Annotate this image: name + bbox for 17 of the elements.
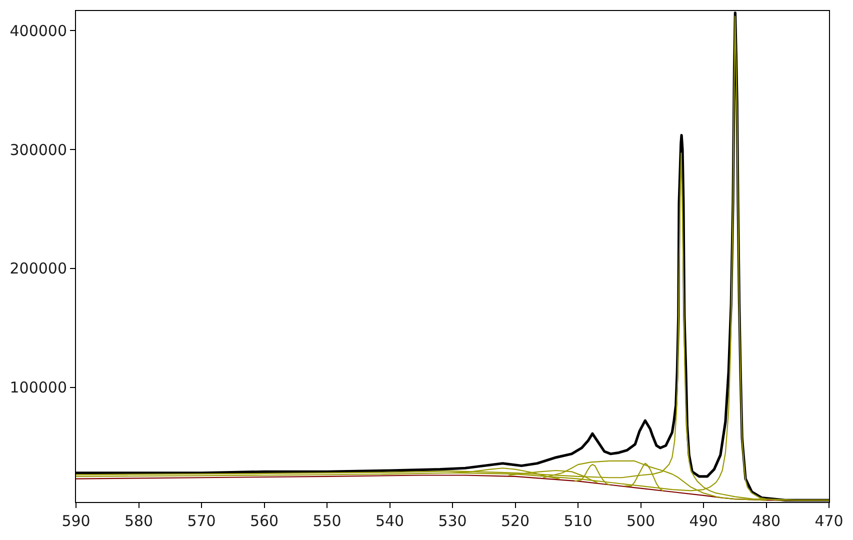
x-tick-label: 470	[814, 512, 844, 530]
x-tick-label: 580	[124, 512, 154, 530]
x-tick-label: 490	[689, 512, 718, 530]
x-tick-label: 560	[250, 512, 279, 530]
x-tick-label: 530	[438, 512, 467, 530]
x-tick-label: 500	[626, 512, 656, 530]
y-tick-label: 100000	[10, 378, 67, 397]
x-tick-label: 510	[564, 512, 592, 530]
x-tick-label: 520	[500, 512, 530, 530]
x-tick-label: 480	[752, 512, 781, 530]
x-tick-label: 550	[312, 512, 342, 530]
y-tick-label: 400000	[10, 22, 67, 40]
y-tick-label: 200000	[10, 260, 67, 278]
x-tick-label: 590	[62, 512, 90, 530]
x-tick-label: 570	[187, 512, 216, 530]
y-tick-label: 300000	[10, 140, 67, 159]
x-tick-label: 540	[375, 512, 404, 530]
